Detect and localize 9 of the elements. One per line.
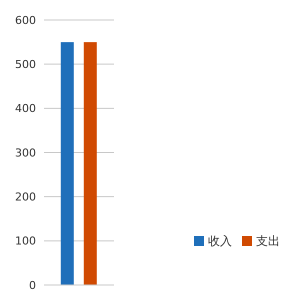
y-tick-label: 200 [15, 190, 36, 204]
legend-label: 支出 [256, 234, 280, 248]
y-tick-label: 0 [29, 278, 36, 292]
y-tick-label: 500 [15, 58, 36, 72]
y-tick-label: 300 [15, 146, 36, 160]
y-tick-label: 400 [15, 102, 36, 116]
legend-label: 收入 [208, 234, 232, 248]
y-tick-label: 600 [15, 14, 36, 27]
y-tick-label: 100 [15, 234, 36, 248]
